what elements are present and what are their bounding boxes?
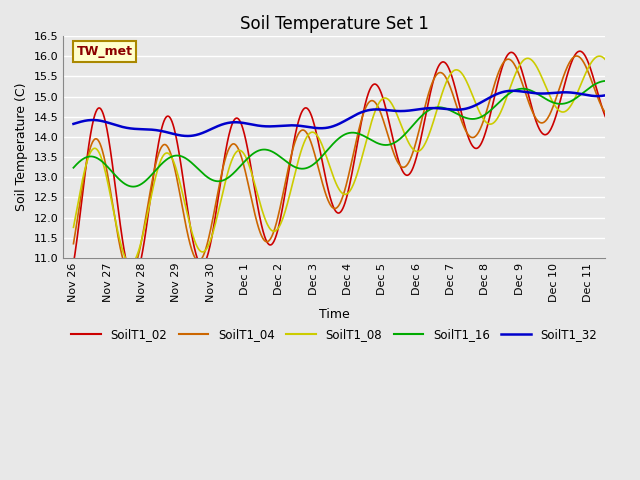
Y-axis label: Soil Temperature (C): Soil Temperature (C)	[15, 83, 28, 211]
Title: Soil Temperature Set 1: Soil Temperature Set 1	[240, 15, 429, 33]
Text: TW_met: TW_met	[77, 45, 132, 58]
Legend: SoilT1_02, SoilT1_04, SoilT1_08, SoilT1_16, SoilT1_32: SoilT1_02, SoilT1_04, SoilT1_08, SoilT1_…	[67, 323, 602, 346]
X-axis label: Time: Time	[319, 308, 349, 321]
